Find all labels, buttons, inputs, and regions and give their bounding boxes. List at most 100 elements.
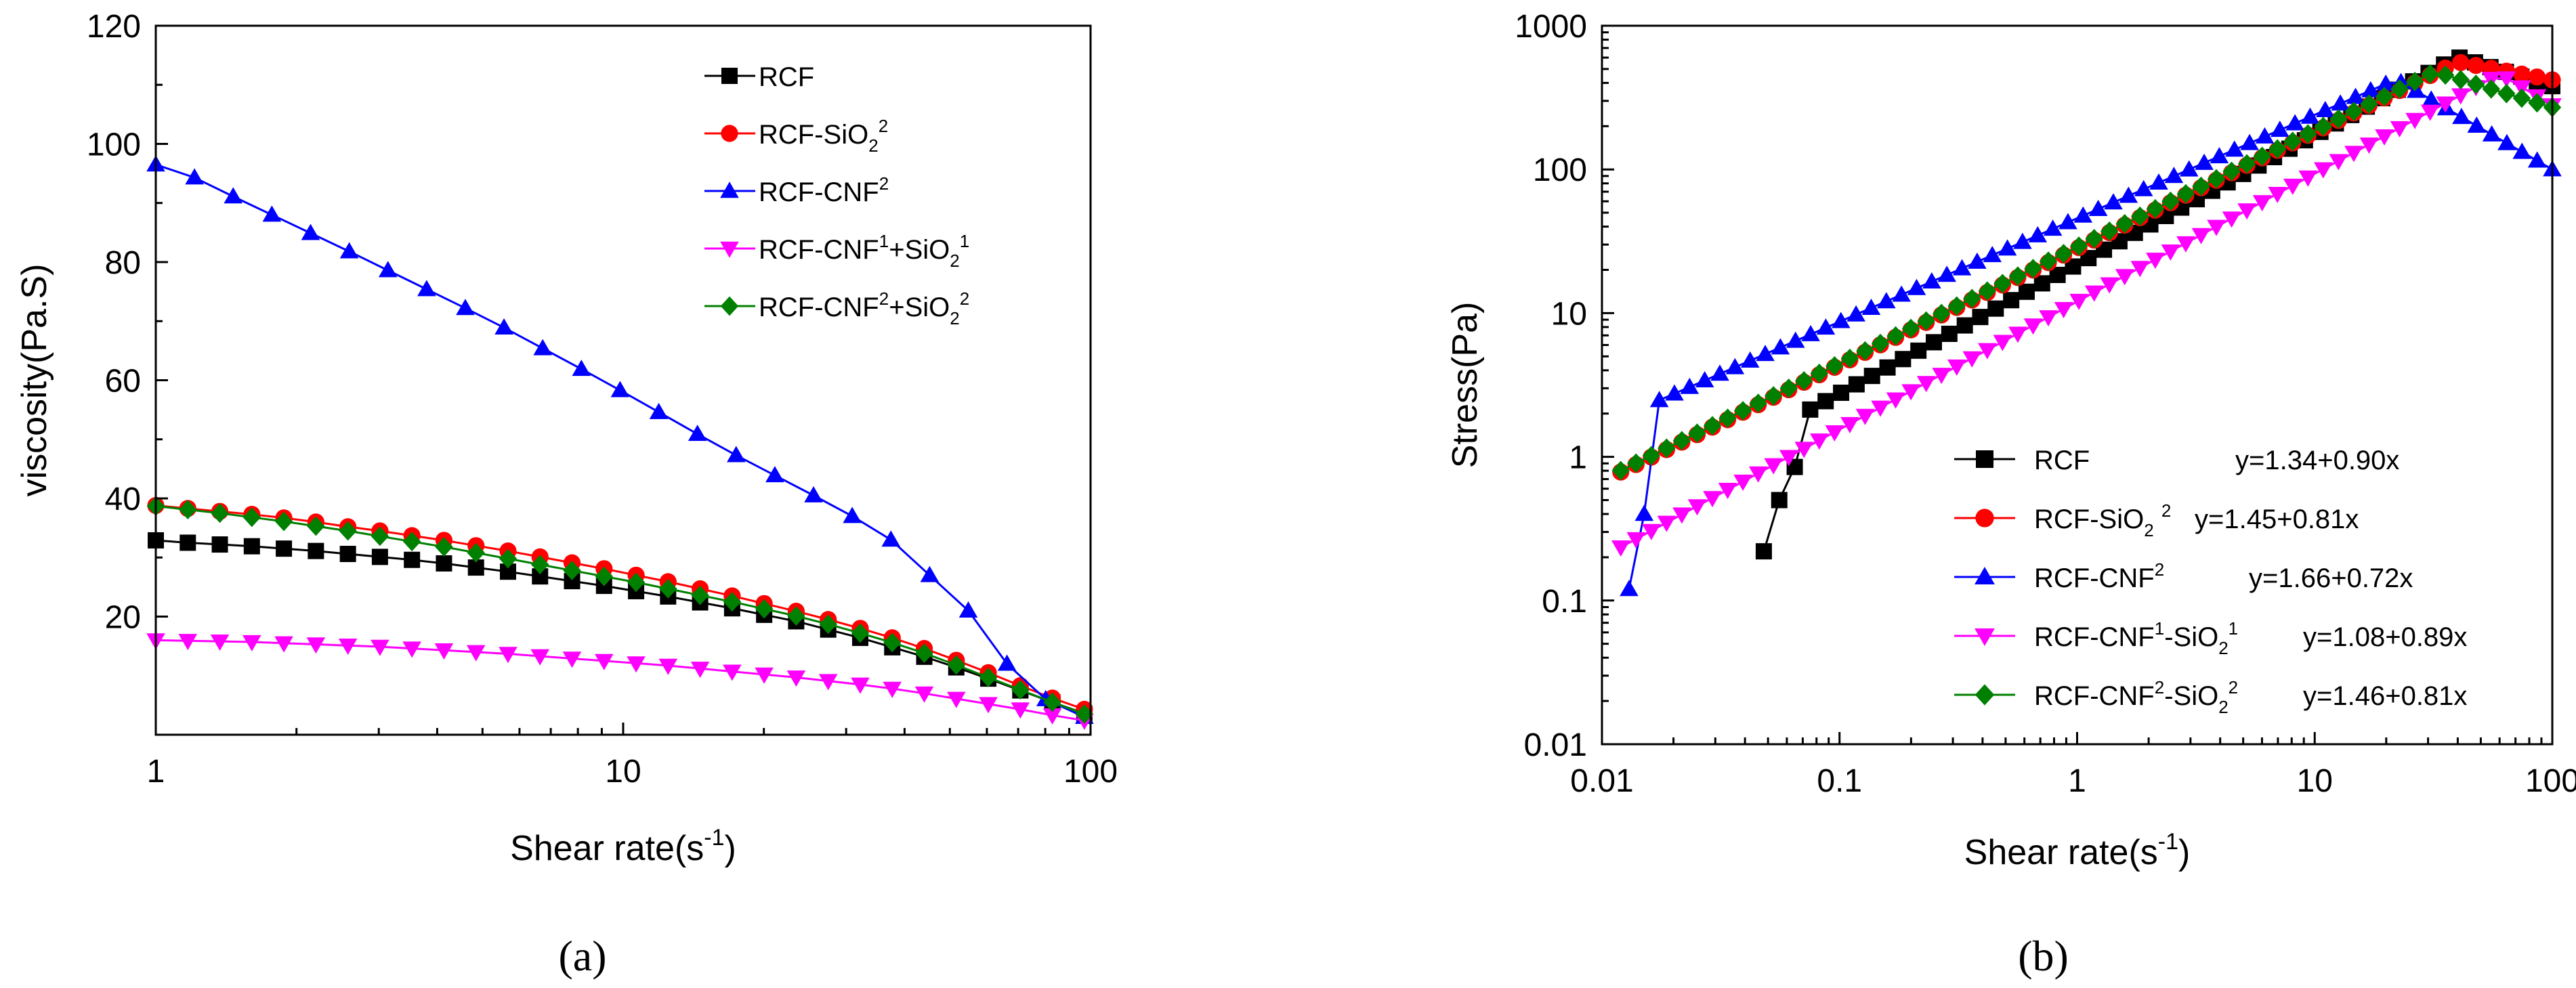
square-marker: [404, 551, 421, 568]
diamond-marker: [2467, 74, 2485, 94]
diamond-marker: [720, 296, 739, 316]
triangle-up-marker: [456, 299, 475, 316]
legend-label: RCF-CNF2+SiO22: [759, 288, 969, 328]
square-marker: [180, 534, 196, 551]
triangle-up-marker: [2224, 140, 2244, 157]
diamond-marker: [1886, 326, 1905, 346]
triangle-down-marker: [2268, 187, 2287, 204]
triangle-up-marker: [1725, 358, 1745, 374]
series-RCF-CNF2: [1620, 72, 2562, 597]
y-tick-label: 20: [105, 600, 141, 636]
legend-label: RCF-CNF1-SiO21: [2034, 618, 2238, 658]
legend-label-part: 2: [2155, 677, 2164, 697]
triangle-up-marker: [2497, 133, 2516, 150]
diamond-marker: [2421, 64, 2439, 84]
triangle-up-marker: [572, 360, 591, 377]
triangle-down-marker: [1794, 442, 1814, 458]
legend-label-part: 2: [2218, 638, 2228, 658]
triangle-up-marker: [2043, 219, 2063, 236]
diamond-marker: [2405, 72, 2424, 91]
square-marker: [1972, 309, 1989, 326]
triangle-up-marker: [2013, 232, 2032, 249]
legend-item: RCF-CNF2-SiO22 y=1.46+0.81x: [1954, 677, 2467, 717]
fit-equation: y=1.66+0.72x: [2249, 563, 2413, 593]
triangle-down-marker: [627, 656, 646, 673]
triangle-down-marker: [595, 653, 614, 670]
triangle-down-marker: [2100, 277, 2119, 294]
triangle-up-marker: [1952, 259, 1972, 276]
diamond-marker: [659, 579, 677, 599]
diamond-marker: [627, 572, 646, 593]
diamond-marker: [307, 516, 325, 536]
legend-label: RCF-CNF2: [759, 173, 889, 207]
triangle-down-marker: [2420, 104, 2440, 121]
square-marker: [243, 538, 260, 555]
triangle-up-marker: [1665, 384, 1684, 401]
diamond-marker: [2039, 251, 2058, 272]
diamond-marker: [787, 606, 805, 626]
legend-label-part: RCF: [759, 62, 814, 92]
diamond-marker: [1795, 370, 1813, 391]
triangle-up-marker: [1975, 567, 1995, 585]
diamond-marker: [2268, 139, 2287, 159]
triangle-up-marker: [726, 446, 746, 463]
triangle-down-marker: [2329, 154, 2348, 171]
diamond-marker: [1810, 363, 1829, 383]
triangle-down-marker: [242, 635, 261, 651]
legend-label-part: 2: [879, 116, 888, 136]
triangle-up-marker: [1756, 345, 1775, 362]
triangle-down-marker: [1687, 499, 1707, 516]
diamond-marker: [691, 585, 709, 605]
diamond-marker: [2360, 94, 2378, 114]
triangle-down-marker: [1932, 368, 1951, 385]
diamond-marker: [2451, 70, 2470, 90]
triangle-up-marker: [2164, 167, 2184, 184]
triangle-down-marker: [1978, 343, 1997, 360]
triangle-up-marker: [533, 339, 552, 356]
legend-label-part: 2: [2229, 677, 2238, 697]
triangle-up-marker: [2422, 90, 2441, 107]
circle-marker: [2528, 68, 2546, 86]
y-tick-label: 60: [105, 364, 141, 400]
triangle-down-marker: [371, 639, 389, 656]
square-marker: [1833, 384, 1850, 401]
x-axis-label-sup: -1: [2158, 829, 2178, 855]
triangle-up-marker: [494, 318, 513, 335]
diamond-marker: [723, 592, 742, 612]
diamond-marker: [1749, 393, 1767, 413]
square-marker: [2018, 283, 2035, 300]
square-marker: [1879, 359, 1896, 376]
series-RCF: [1755, 49, 2560, 560]
diamond-marker: [1627, 453, 1645, 473]
diamond-marker: [402, 532, 421, 552]
triangle-down-marker: [2344, 146, 2363, 163]
diamond-marker: [2024, 259, 2042, 279]
x-axis-label-main: Shear rate(s: [1964, 833, 2158, 872]
diamond-marker: [851, 623, 870, 643]
x-axis-label-sup: -1: [704, 825, 724, 851]
triangle-down-marker: [1916, 376, 1936, 393]
triangle-down-marker: [1611, 540, 1630, 557]
series-line: [155, 504, 1085, 715]
square-marker: [1926, 334, 1943, 351]
triangle-up-marker: [2240, 133, 2259, 150]
triangle-up-marker: [2527, 151, 2547, 168]
square-marker: [1802, 401, 1819, 418]
diamond-marker: [1611, 460, 1630, 481]
diamond-marker: [2176, 184, 2195, 204]
triangle-up-marker: [1620, 580, 1639, 597]
triangle-down-marker: [2191, 228, 2211, 244]
triangle-down-marker: [2237, 203, 2256, 220]
legend-label-part: 1: [960, 231, 969, 251]
triangle-down-marker: [2283, 178, 2302, 195]
diamond-marker: [467, 542, 485, 563]
triangle-down-marker: [1672, 507, 1691, 524]
triangle-down-marker: [2314, 162, 2333, 179]
diamond-marker: [1718, 408, 1737, 429]
diamond-marker: [2131, 206, 2149, 226]
series-line: [155, 539, 1085, 715]
legend-label-part: RCF: [2034, 446, 2090, 475]
series-RCF-CNF1+SiO2: [146, 633, 1094, 730]
triangle-up-marker: [610, 381, 630, 398]
triangle-up-marker: [1831, 312, 1851, 328]
